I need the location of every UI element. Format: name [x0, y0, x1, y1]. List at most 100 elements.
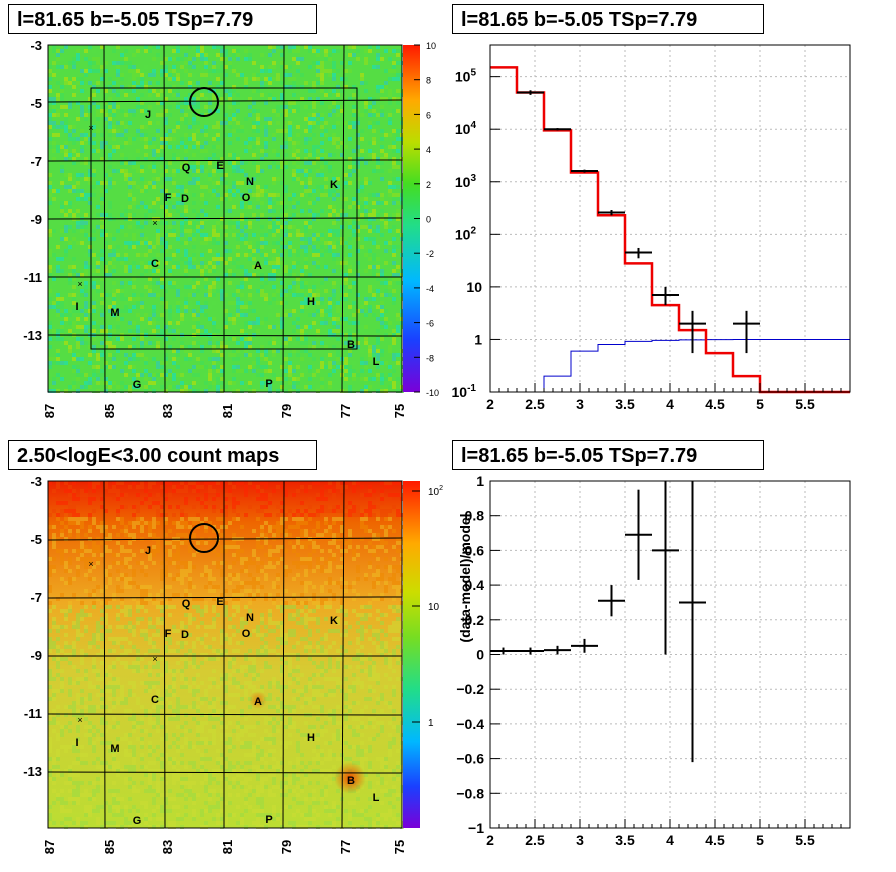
tl-map-pixel — [172, 157, 176, 161]
tl-map-pixel — [68, 61, 72, 65]
bl-map-pixel — [176, 545, 180, 549]
bl-map-pixel — [212, 597, 216, 601]
bl-map-pixel — [180, 625, 184, 629]
tl-map-pixel — [196, 301, 200, 305]
bl-map-pixel — [204, 565, 208, 569]
tl-map-pixel — [144, 133, 148, 137]
tl-map-pixel — [240, 125, 244, 129]
tl-map-pixel — [104, 141, 108, 145]
tl-map-pixel — [356, 329, 360, 333]
tl-map-pixel — [388, 217, 392, 221]
tl-map-pixel — [168, 325, 172, 329]
tl-map-pixel — [244, 333, 248, 337]
bl-map-pixel — [148, 557, 152, 561]
bl-map-pixel — [196, 481, 200, 485]
bl-map-pixel — [136, 509, 140, 513]
tl-map-pixel — [208, 373, 212, 377]
tl-map-pixel — [264, 189, 268, 193]
bl-map-pixel — [192, 641, 196, 645]
tl-map-pixel — [264, 261, 268, 265]
tl-map-pixel — [328, 349, 332, 353]
tl-source-label: K — [330, 179, 338, 191]
tl-map-pixel — [112, 381, 116, 385]
bl-map-pixel — [120, 493, 124, 497]
bl-map-pixel — [160, 601, 164, 605]
tl-map-pixel — [160, 313, 164, 317]
tl-map-pixel — [348, 69, 352, 73]
tl-map-pixel — [104, 109, 108, 113]
tl-map-pixel — [60, 177, 64, 181]
tl-map-pixel — [308, 117, 312, 121]
tl-map-pixel — [220, 369, 224, 373]
tl-map-pixel — [208, 341, 212, 345]
tl-map-pixel — [224, 185, 228, 189]
bl-map-pixel — [376, 577, 380, 581]
tl-map-pixel — [172, 69, 176, 73]
tl-colorbar-tick-label: 6 — [426, 110, 431, 120]
bl-map-pixel — [220, 525, 224, 529]
bl-map-pixel — [284, 565, 288, 569]
bl-map-pixel — [352, 513, 356, 517]
bl-map-pixel — [256, 625, 260, 629]
tl-map-pixel — [156, 361, 160, 365]
bl-map-pixel — [48, 637, 52, 641]
tl-map-pixel — [392, 145, 396, 149]
tl-map-pixel — [340, 141, 344, 145]
bl-map-pixel — [148, 505, 152, 509]
tl-map-pixel — [244, 369, 248, 373]
tl-map-pixel — [364, 61, 368, 65]
tl-map-pixel — [304, 81, 308, 85]
tl-map-pixel — [324, 265, 328, 269]
bl-map-pixel — [232, 517, 236, 521]
bl-map-pixel — [92, 593, 96, 597]
tl-map-pixel — [328, 329, 332, 333]
tl-map-pixel — [364, 133, 368, 137]
bl-map-pixel — [152, 533, 156, 537]
tl-map-pixel — [256, 321, 260, 325]
tl-map-pixel — [244, 81, 248, 85]
tl-map-pixel — [328, 161, 332, 165]
tl-map-pixel — [260, 269, 264, 273]
tl-map-pixel — [112, 81, 116, 85]
tl-map-pixel — [152, 201, 156, 205]
tl-map-pixel — [108, 273, 112, 277]
bl-map-pixel — [332, 505, 336, 509]
bl-map-pixel — [172, 553, 176, 557]
tl-map-pixel — [352, 233, 356, 237]
tl-map-pixel — [80, 161, 84, 165]
tl-map-pixel — [248, 105, 252, 109]
bl-map-pixel — [128, 609, 132, 613]
tl-map-pixel — [380, 129, 384, 133]
tl-map-pixel — [100, 213, 104, 217]
tl-map-pixel — [112, 101, 116, 105]
bl-map-pixel — [144, 637, 148, 641]
tl-map-pixel — [328, 193, 332, 197]
bl-map-pixel — [208, 521, 212, 525]
tl-map-pixel — [248, 285, 252, 289]
bl-map-pixel — [224, 509, 228, 513]
tl-map-pixel — [216, 257, 220, 261]
tl-map-pixel — [268, 245, 272, 249]
tl-map-pixel — [236, 101, 240, 105]
tl-map-pixel — [124, 257, 128, 261]
tl-map-pixel — [352, 85, 356, 89]
tl-map-pixel — [384, 221, 388, 225]
tl-map-pixel — [316, 245, 320, 249]
bl-map-pixel — [292, 493, 296, 497]
tl-map-pixel — [64, 125, 68, 129]
tl-map-pixel — [248, 349, 252, 353]
tl-map-pixel — [80, 273, 84, 277]
tl-map-pixel — [200, 145, 204, 149]
bl-map-pixel — [272, 525, 276, 529]
bl-map-pixel — [292, 613, 296, 617]
tl-map-pixel — [268, 325, 272, 329]
bl-map-pixel — [152, 553, 156, 557]
tl-map-pixel — [148, 241, 152, 245]
bl-map-pixel — [296, 509, 300, 513]
bl-map-pixel — [200, 485, 204, 489]
tl-map-pixel — [396, 361, 400, 365]
bl-map-pixel — [384, 645, 388, 649]
tl-map-pixel — [76, 373, 80, 377]
bl-map-pixel — [236, 481, 240, 485]
tl-map-pixel — [76, 129, 80, 133]
